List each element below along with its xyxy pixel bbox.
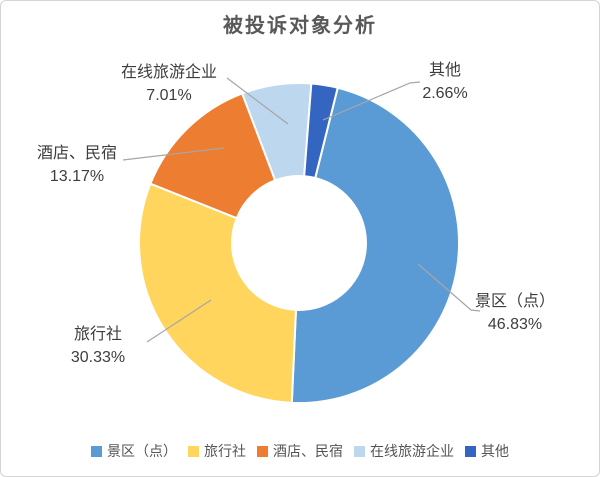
donut-slice-4 [303, 82, 339, 179]
data-label-value: 7.01% [146, 87, 192, 104]
chart-title: 被投诉对象分析 [223, 15, 377, 37]
legend-swatch-icon [91, 445, 102, 457]
legend-label: 其他 [481, 443, 509, 459]
leader-line-scenic [417, 263, 481, 312]
leader-line-online-travel [226, 77, 289, 125]
data-label-hotel: 酒店、民宿 13.17% [37, 142, 117, 188]
donut-slice-1 [138, 182, 297, 404]
data-label-value: 2.66% [422, 85, 468, 102]
leader-line-agency [146, 299, 212, 343]
legend-item-online-travel: 在线旅游企业 [354, 441, 454, 461]
data-label-name: 其他 [428, 62, 461, 79]
data-label-name: 在线旅游企业 [120, 64, 218, 81]
legend-swatch-icon [465, 445, 476, 457]
legend-item-other: 其他 [465, 441, 509, 461]
leader-line-other [322, 81, 421, 121]
donut-slices [138, 82, 461, 404]
legend: 景区（点） 旅行社 酒店、民宿 在线旅游企业 其他 [1, 442, 599, 460]
legend-label: 酒店、民宿 [273, 443, 343, 459]
donut-slice-0 [290, 86, 461, 404]
legend-swatch-icon [354, 445, 365, 457]
data-label-name: 酒店、民宿 [36, 145, 118, 162]
legend-swatch-icon [257, 445, 268, 457]
data-label-value: 30.33% [70, 349, 126, 366]
leader-lines [122, 77, 481, 343]
legend-item-scenic: 景区（点） [91, 441, 177, 461]
legend-item-agency: 旅行社 [188, 441, 246, 461]
legend-swatch-icon [188, 445, 199, 457]
data-label-value: 46.83% [487, 316, 543, 333]
donut-chart [122, 77, 481, 404]
legend-label: 旅行社 [204, 443, 246, 459]
leader-line-hotel [122, 147, 225, 161]
legend-label: 景区（点） [107, 443, 177, 459]
data-label-other: 其他 2.66% [422, 59, 467, 105]
data-label-agency: 旅行社 30.33% [71, 323, 125, 369]
data-label-name: 旅行社 [73, 326, 123, 343]
data-label-value: 13.17% [49, 168, 105, 185]
data-label-name: 景区（点） [474, 293, 556, 310]
legend-label: 在线旅游企业 [370, 443, 454, 459]
legend-item-hotel: 酒店、民宿 [257, 441, 343, 461]
data-label-online-travel: 在线旅游企业 7.01% [121, 61, 217, 107]
data-label-scenic: 景区（点） 46.83% [475, 290, 555, 336]
